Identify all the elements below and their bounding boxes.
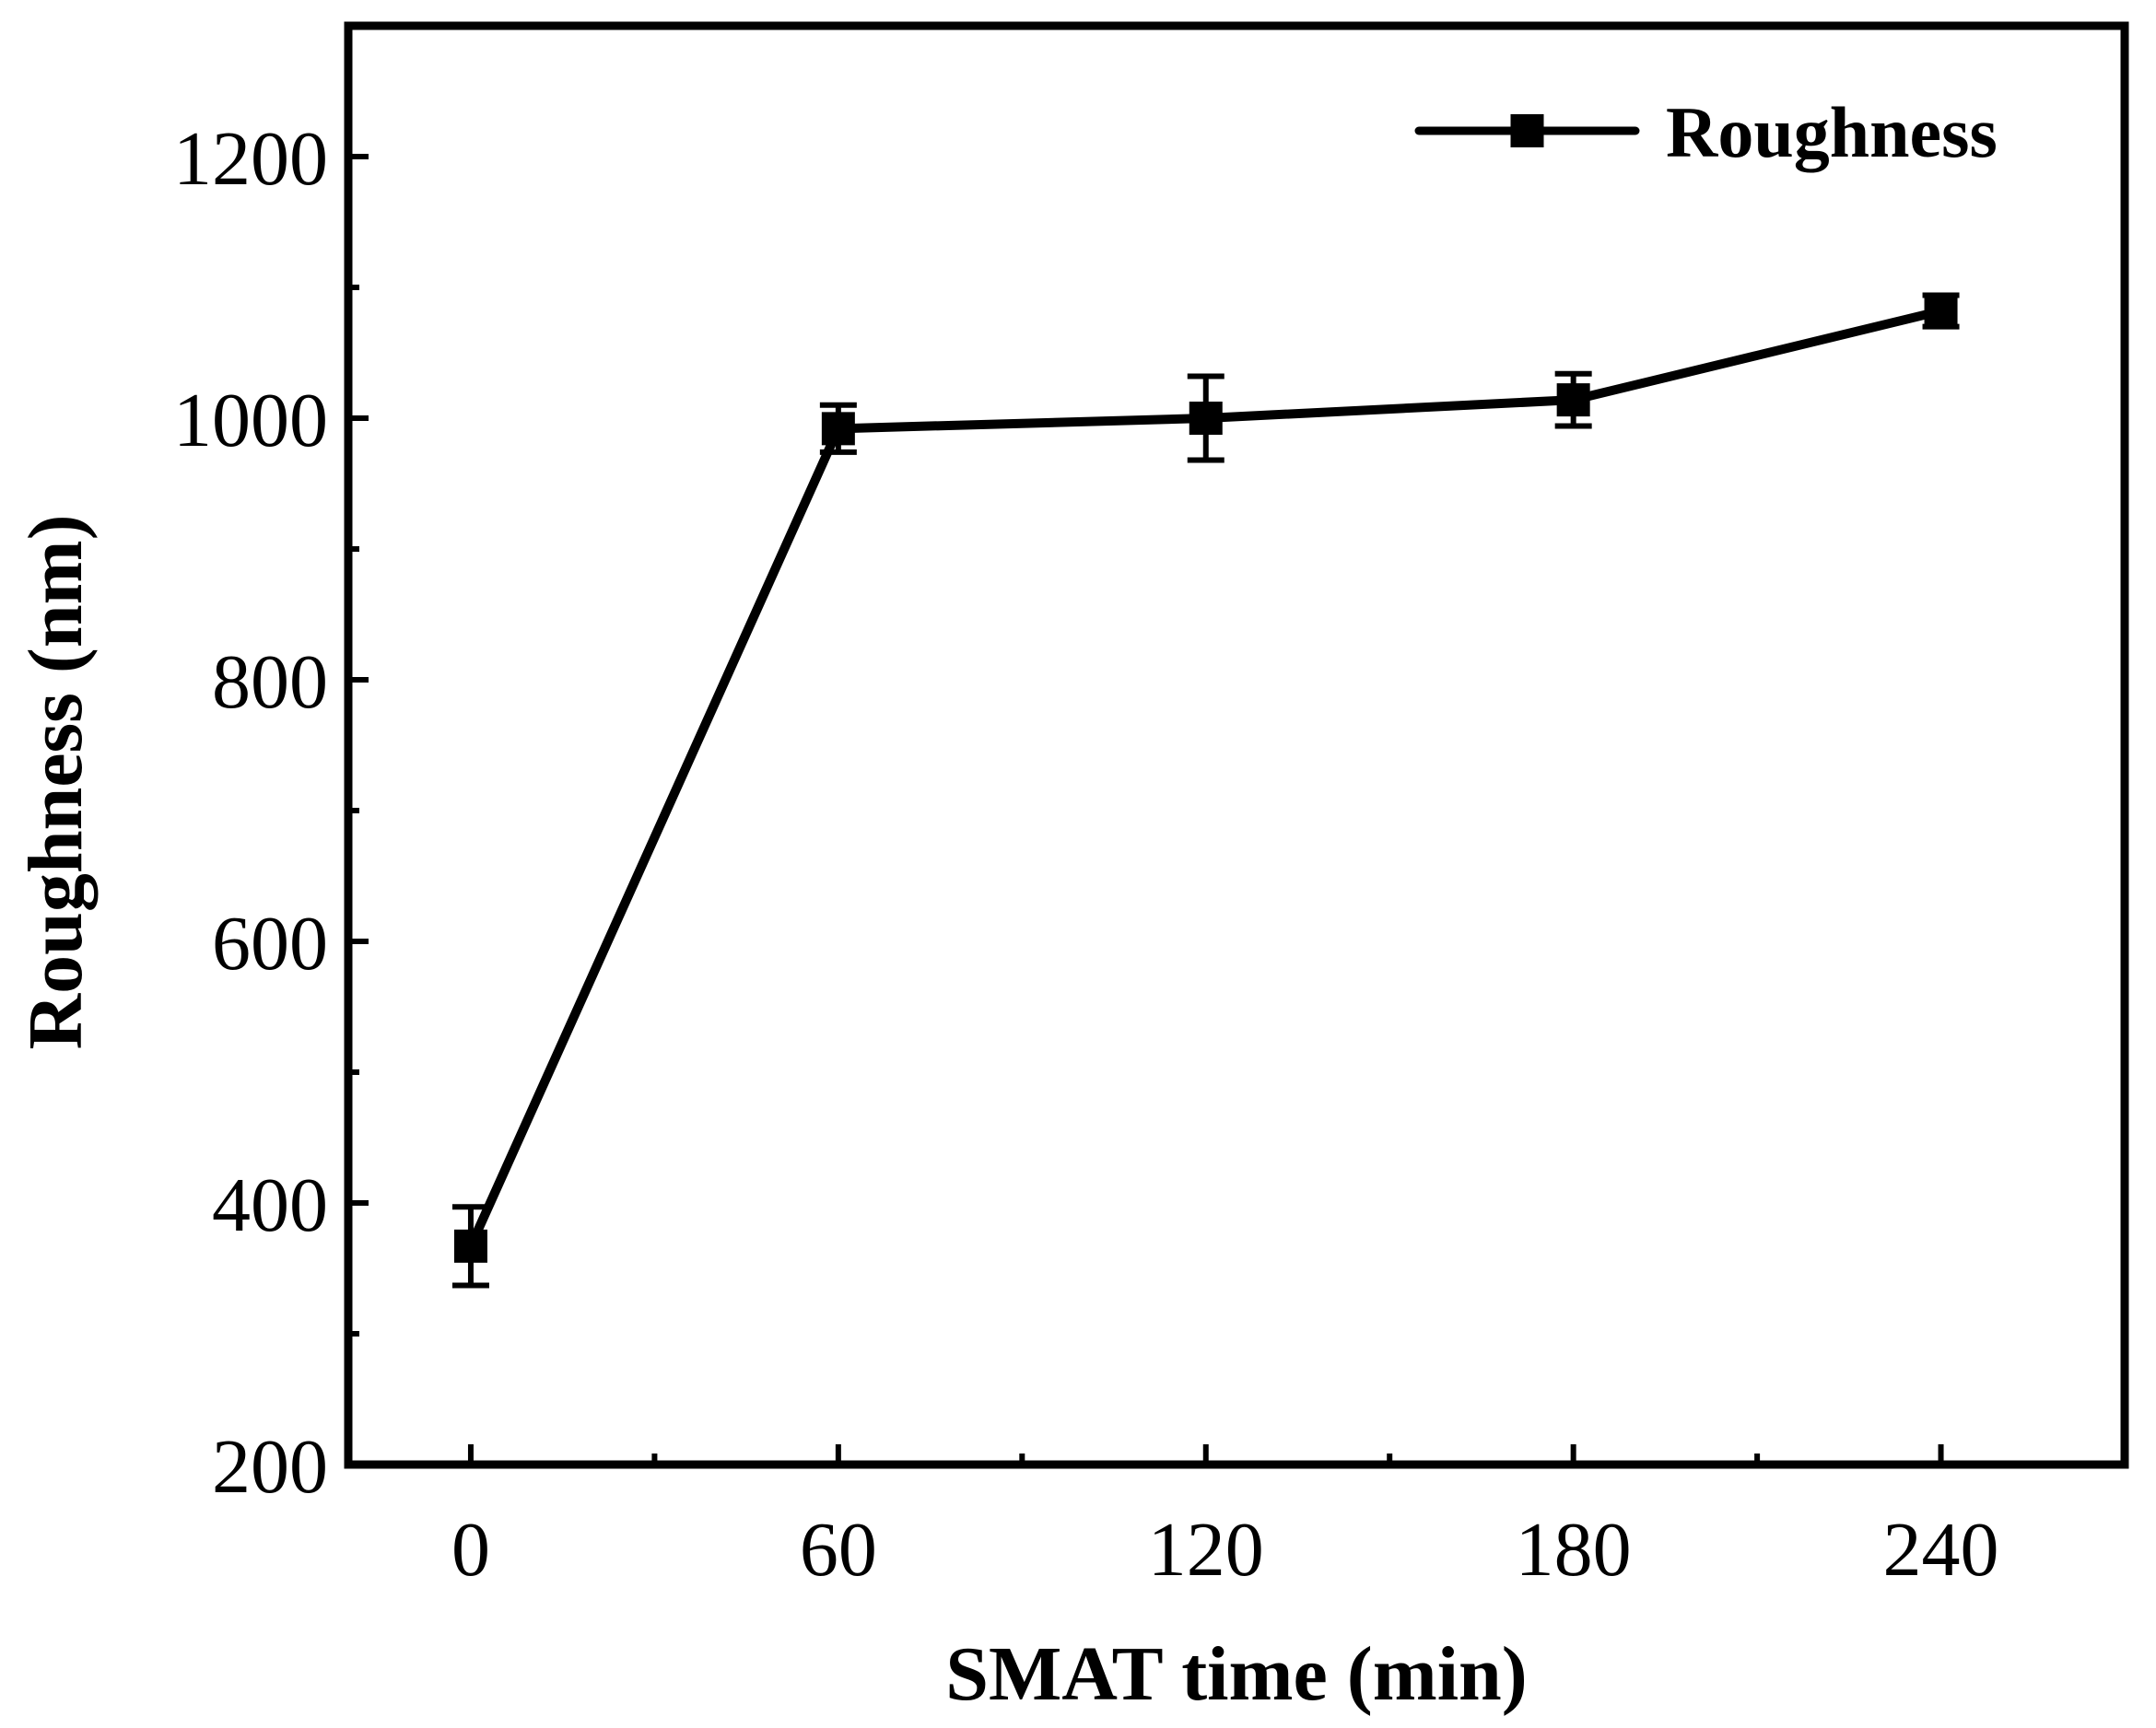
x-tick-label: 180 (1516, 1507, 1632, 1593)
x-tick-label: 240 (1883, 1507, 1999, 1593)
x-tick-label: 0 (451, 1507, 490, 1593)
y-tick-label: 200 (212, 1424, 328, 1510)
legend-label-roughness: Roughness (1666, 92, 1998, 172)
y-tick-label: 1200 (173, 116, 328, 202)
x-tick-label: 120 (1148, 1507, 1264, 1593)
x-tick-label: 60 (800, 1507, 877, 1593)
y-tick-label: 600 (212, 901, 328, 987)
y-tick-label: 800 (212, 639, 328, 725)
y-tick-label: 400 (212, 1162, 328, 1248)
x-axis-title: SMAT time (min) (945, 1631, 1527, 1717)
y-tick-label: 1000 (173, 378, 328, 463)
legend: Roughness (1414, 92, 1998, 172)
y-axis-title: Roughness (nm) (13, 514, 99, 1049)
legend-square-marker (1510, 114, 1544, 147)
data-point-marker (1189, 402, 1223, 435)
plot-frame (344, 21, 2129, 1469)
data-point-marker (453, 1229, 487, 1263)
y-axis-ticks: 200 400 600 800 1000 1200 (173, 116, 369, 1510)
data-point-marker (1924, 294, 1958, 328)
plot-area (451, 292, 1960, 1289)
data-point-marker (821, 412, 855, 446)
data-point-marker (1556, 383, 1590, 417)
x-axis-ticks: 0 60 120 180 240 (451, 1444, 2127, 1593)
